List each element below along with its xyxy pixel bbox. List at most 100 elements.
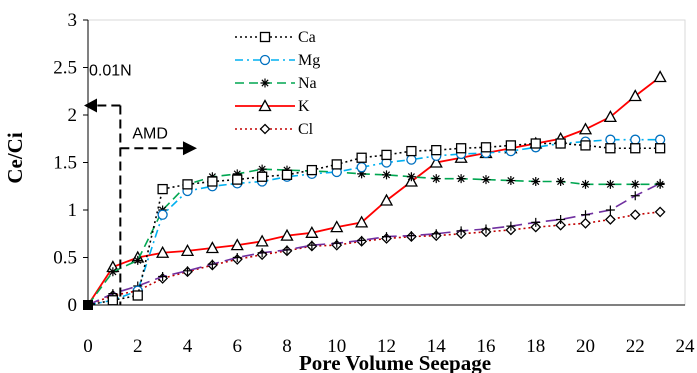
data-point-unlabeled [531, 217, 541, 227]
data-point-unlabeled [506, 221, 516, 231]
data-point-cl [555, 219, 567, 231]
x-axis-ticks: 0 2 4 6 8 10 12 14 16 18 20 22 24 [83, 336, 695, 357]
legend-item-cl: Cl [235, 121, 314, 138]
data-point-k [305, 225, 319, 238]
series-unlabeled [87, 178, 665, 306]
x-tick-label: 0 [83, 336, 93, 357]
y-tick-label: 1 [68, 200, 78, 221]
data-point-ca [157, 183, 168, 195]
annotation-0.01N: 0.01N [89, 63, 132, 80]
data-point-k [205, 241, 219, 254]
data-point-unlabeled [232, 253, 242, 262]
data-point-ca [654, 143, 666, 154]
legend-label: Cl [298, 121, 314, 138]
data-point-ca [431, 144, 442, 156]
data-point-na [431, 174, 441, 184]
y-tick-label: 0 [68, 295, 78, 316]
data-point-mg [157, 209, 168, 220]
data-point-ca [306, 164, 318, 176]
data-point-k [653, 70, 667, 83]
legend-item-k: K [235, 98, 310, 115]
data-point-unlabeled [183, 266, 192, 276]
x-tick-label: 2 [133, 336, 143, 357]
x-tick-label: 8 [282, 336, 292, 357]
data-point-unlabeled [431, 229, 441, 239]
data-point-na [257, 164, 267, 174]
data-point-k [255, 234, 269, 247]
data-point-unlabeled [581, 210, 590, 220]
data-point-ca [406, 145, 417, 157]
x-tick-label: 18 [526, 336, 545, 357]
data-point-unlabeled [307, 240, 317, 250]
legend-label: Mg [298, 52, 320, 69]
data-point-unlabeled [357, 235, 367, 245]
x-tick-label: 22 [626, 336, 645, 357]
data-point-unlabeled [257, 248, 267, 258]
data-point-na [630, 179, 640, 189]
series-layer [83, 70, 667, 310]
series-line-unlabeled [87, 182, 661, 306]
data-point-unlabeled [556, 215, 566, 224]
data-point-na [133, 255, 143, 265]
y-tick-label: 2 [68, 105, 78, 126]
x-tick-label: 10 [327, 336, 346, 357]
data-point-mg [605, 134, 616, 145]
data-point-ca [232, 174, 243, 185]
y-axis-title: Ce/Ci [3, 132, 27, 183]
data-point-ca [207, 176, 218, 187]
data-point-ca [256, 171, 268, 182]
data-point-ca [605, 143, 616, 154]
arrow-head-left [84, 98, 97, 113]
data-point-ca [580, 140, 591, 151]
y-tick-label: 1.5 [53, 153, 77, 174]
data-point-ca [381, 149, 392, 161]
data-point-na [481, 175, 491, 185]
data-point-unlabeled [456, 226, 466, 236]
data-point-cl [604, 214, 616, 225]
data-point-k [280, 228, 294, 241]
data-point-k [330, 220, 344, 233]
y-tick-label: 0.5 [53, 248, 77, 269]
data-point-unlabeled [207, 259, 217, 269]
annotations: 0.01N AMD [84, 63, 197, 305]
data-point-na [531, 177, 541, 186]
data-point-cl [654, 206, 666, 218]
data-point-ca [505, 140, 517, 151]
data-point-ca [555, 138, 566, 149]
data-point-na [605, 179, 615, 189]
x-tick-label: 24 [676, 336, 696, 357]
data-point-na [232, 169, 242, 179]
data-point-mg [406, 154, 417, 165]
arrow-head-right [182, 141, 197, 156]
data-point-k [578, 122, 593, 135]
data-point-k [429, 155, 443, 168]
legend-marker [259, 123, 271, 135]
legend-label: Ca [298, 29, 316, 46]
data-point-ca [281, 169, 293, 181]
data-point-mg [630, 134, 641, 145]
series-k [87, 70, 667, 306]
x-tick-label: 12 [377, 336, 396, 357]
x-axis-title: Pore Volume Seepage [299, 351, 491, 373]
data-point-na [357, 169, 367, 179]
y-tick-label: 3 [68, 10, 78, 31]
data-point-ca [480, 142, 492, 153]
y-tick-label: 2.5 [53, 58, 77, 79]
data-point-cl [530, 221, 542, 233]
series-ca [87, 138, 666, 306]
x-tick-label: 14 [427, 336, 447, 357]
data-point-na [655, 179, 665, 189]
data-point-k [603, 110, 617, 123]
data-point-k [230, 238, 244, 251]
legend-marker [258, 99, 272, 112]
data-point-na [456, 174, 466, 184]
data-point-unlabeled [481, 224, 491, 234]
data-point-k [156, 245, 170, 258]
data-point-k [180, 244, 195, 257]
data-point-ca [107, 295, 119, 306]
data-point-unlabeled [332, 238, 342, 248]
data-point-unlabeled [406, 231, 416, 241]
data-point-unlabeled [630, 191, 640, 201]
data-point-na [108, 267, 118, 277]
